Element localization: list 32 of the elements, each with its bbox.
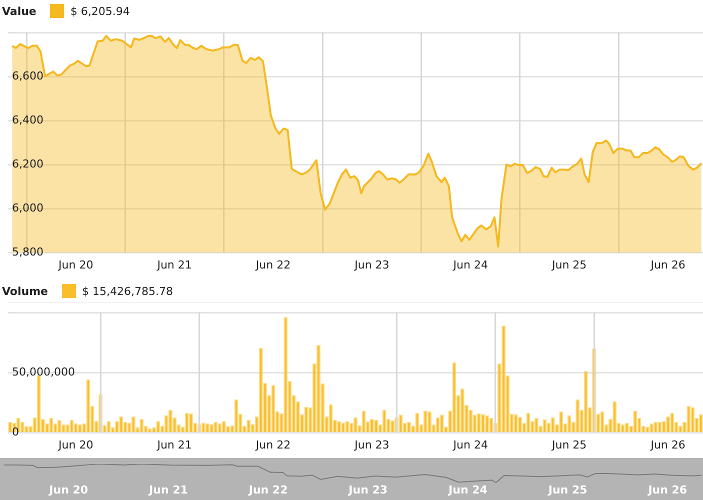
x-tick-label: Jun 23 bbox=[354, 258, 390, 272]
x-tick-label: Jun 26 bbox=[650, 438, 686, 452]
x-tick-label: Jun 24 bbox=[452, 438, 488, 452]
x-tick-label: Jun 23 bbox=[354, 438, 390, 452]
x-tick-label: Jun 23 bbox=[348, 483, 388, 496]
legend-title: Value bbox=[2, 4, 36, 18]
x-tick-label: Jun 22 bbox=[254, 438, 291, 452]
x-tick-label: Jun 22 bbox=[248, 483, 288, 496]
y-tick-label: 5,800 bbox=[12, 246, 44, 259]
x-tick-label: Jun 21 bbox=[148, 483, 188, 496]
x-tick-label: Jun 20 bbox=[58, 438, 94, 452]
x-tick-label: Jun 24 bbox=[448, 483, 488, 496]
y-tick-label: 0 bbox=[12, 426, 19, 439]
y-tick-label: 6,200 bbox=[12, 158, 44, 171]
x-tick-label: Jun 26 bbox=[650, 258, 686, 272]
legend-label: $ 15,426,785.78 bbox=[82, 284, 173, 298]
y-tick-label: 6,400 bbox=[12, 114, 44, 127]
x-tick-label: Jun 22 bbox=[254, 258, 291, 272]
legend-title: Volume bbox=[2, 284, 48, 298]
y-tick-label: 50,000,000 bbox=[12, 366, 75, 379]
x-tick-label: Jun 21 bbox=[156, 258, 192, 272]
x-tick-label: Jun 25 bbox=[547, 483, 588, 496]
x-tick-label: Jun 20 bbox=[58, 258, 94, 272]
x-tick-label: Jun 26 bbox=[647, 483, 688, 496]
x-tick-label: Jun 20 bbox=[48, 483, 88, 496]
y-tick-label: 6,600 bbox=[12, 70, 44, 82]
x-tick-label: Jun 25 bbox=[551, 258, 587, 272]
x-tick-label: Jun 21 bbox=[156, 438, 192, 452]
legend-label: $ 6,205.94 bbox=[70, 4, 130, 18]
x-tick-label: Jun 25 bbox=[551, 438, 587, 452]
y-tick-label: 6,000 bbox=[12, 202, 44, 215]
x-tick-label: Jun 24 bbox=[452, 258, 488, 272]
